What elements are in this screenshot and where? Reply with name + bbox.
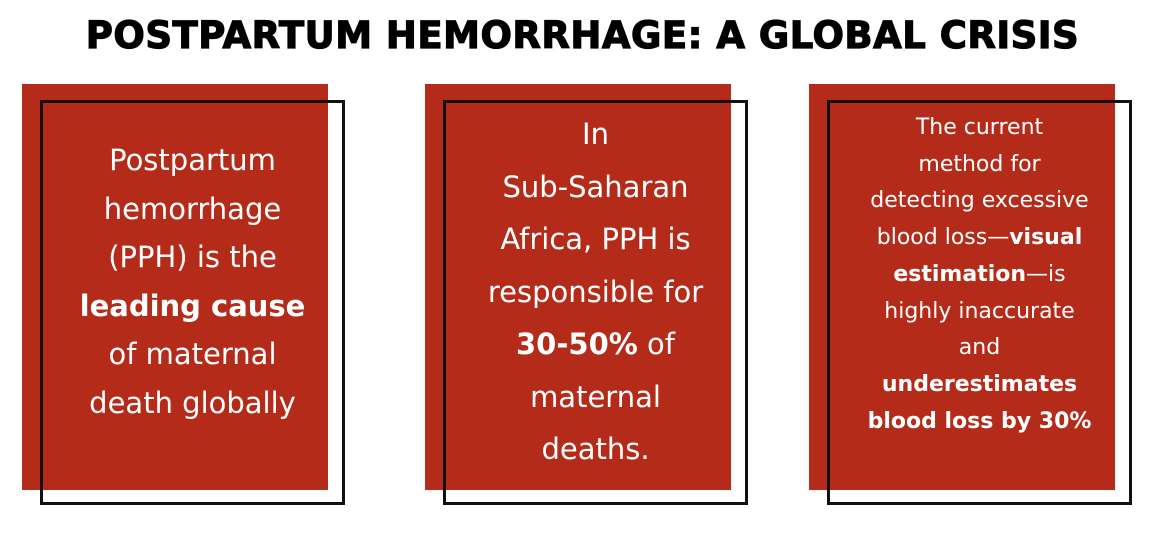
card-line-run: blood loss— [876,225,1010,251]
card-line-run: of [637,327,675,361]
card-red-panel [22,84,328,490]
card-text: The current method for detecting excessive… [827,100,1132,505]
card-line: (PPH) is the [108,240,277,274]
card-line-bold: underestimates [881,371,1078,397]
card-line-bold: 30-50% [516,327,638,361]
card-line-bold: leading cause [79,288,306,323]
card-line: blood loss by 30% [868,404,1092,441]
card-line: underestimates [882,367,1077,404]
card-line: detecting excessive [870,188,1089,214]
page-title: POSTPARTUM HEMORRHAGE: A GLOBAL CRISIS [85,13,1080,57]
card-black-frame [443,100,748,505]
card-line: In [582,117,609,151]
fact-card-leading-cause: Postpartum hemorrhage (PPH) is the leading … [22,84,345,505]
card-line-bold: blood loss by 30% [867,408,1092,434]
card-line: responsible for [487,274,704,309]
card-line-bold: visual [1009,225,1083,251]
card-line: highly inaccurate [884,298,1075,324]
card-line: Sub-Saharan [502,169,689,204]
card-red-panel [809,84,1115,490]
card-line: deaths. [541,432,650,466]
card-black-frame [827,100,1132,505]
card-text: Postpartum hemorrhage (PPH) is the leading … [40,100,345,505]
card-red-panel [425,84,731,490]
card-text: In Sub-Saharan Africa, PPH is responsible f… [443,100,748,505]
card-line: death globally [89,385,296,420]
card-line: blood loss—visual [877,220,1082,257]
fact-card-sub-saharan-africa: In Sub-Saharan Africa, PPH is responsible f… [425,84,748,505]
card-line: Postpartum [109,143,276,177]
card-line-bold: estimation [893,261,1027,287]
card-line: hemorrhage [103,191,282,226]
card-line: estimation—is [893,257,1065,294]
card-line-run: —is [1026,261,1066,287]
card-line: maternal [530,379,661,414]
card-line: method for [918,151,1041,177]
card-line: The current [915,115,1044,140]
fact-card-visual-estimation: The current method for detecting excessive… [809,84,1132,505]
card-black-frame [40,100,345,505]
card-line: leading cause [80,282,306,331]
card-line: of maternal [108,337,277,371]
card-line: Africa, PPH is [500,222,691,256]
card-line: 30-50% of [516,318,675,371]
card-line: and [958,335,1001,361]
